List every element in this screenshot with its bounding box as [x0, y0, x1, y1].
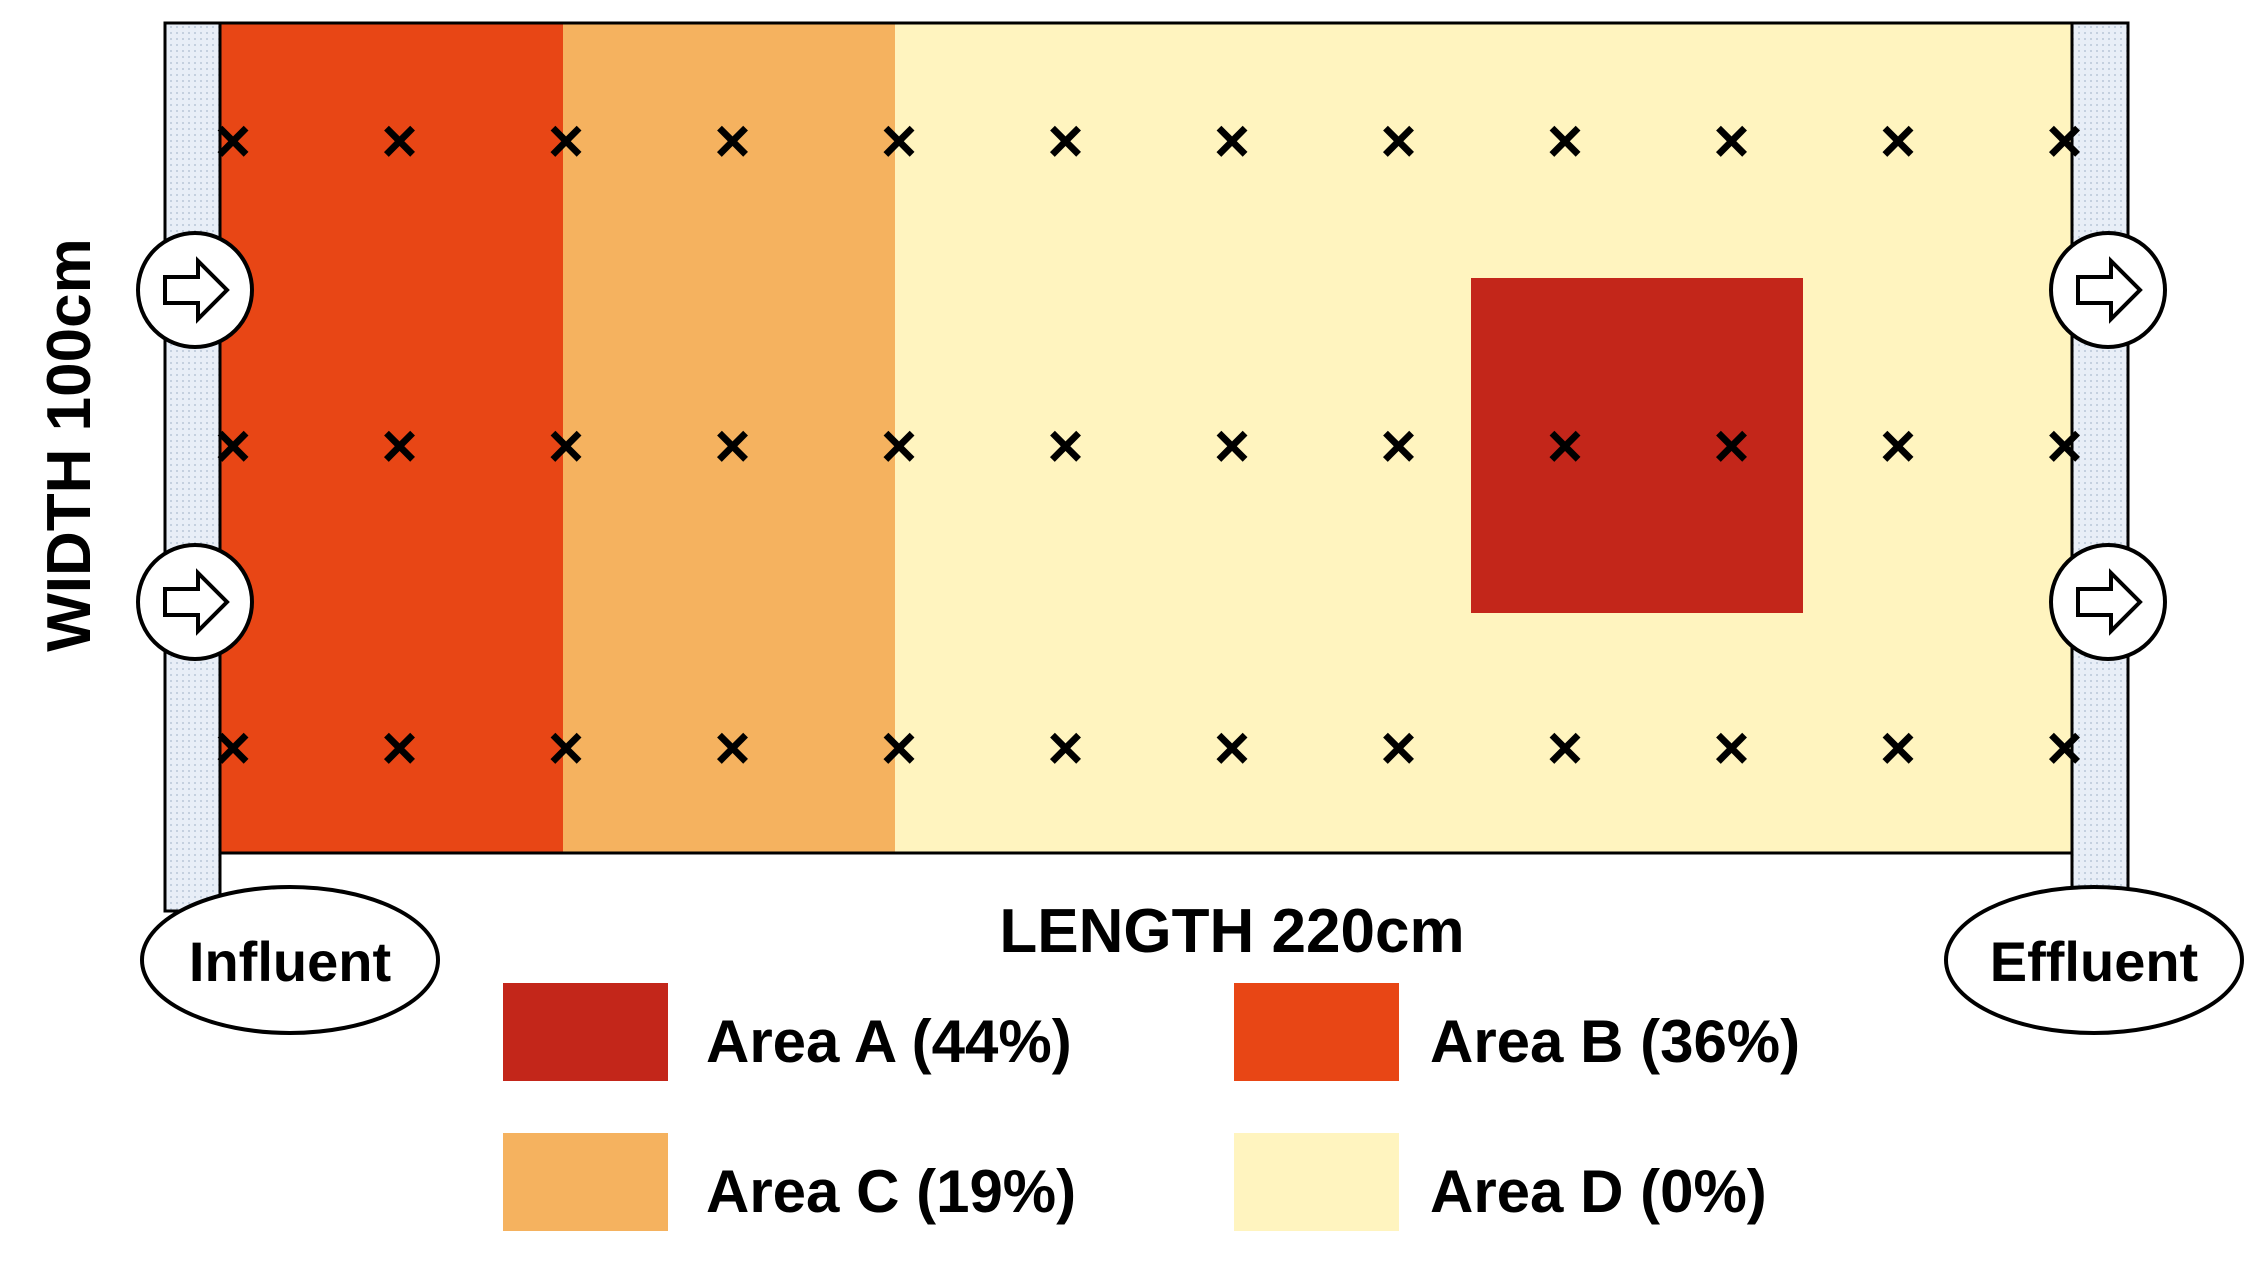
sampling-point-marker: ×	[714, 107, 750, 176]
inlet-arrow-bottom	[136, 543, 254, 661]
sampling-point-marker: ×	[1713, 412, 1749, 481]
sampling-point-marker: ×	[215, 412, 251, 481]
sampling-point-marker: ×	[1380, 107, 1416, 176]
sampling-point-marker: ×	[1713, 714, 1749, 783]
sampling-point-marker: ×	[381, 107, 417, 176]
legend: Area A (44%) Area B (36%) Area C (19%) A…	[503, 983, 1800, 1231]
inlet-arrow-top	[136, 231, 254, 349]
legend-item-area-a: Area A (44%)	[503, 983, 1072, 1081]
legend-label-area-b: Area B (36%)	[1430, 1008, 1800, 1075]
sampling-point-marker: ×	[381, 714, 417, 783]
sampling-point-marker: ×	[1713, 107, 1749, 176]
sampling-point-marker: ×	[714, 714, 750, 783]
sampling-point-marker: ×	[881, 714, 917, 783]
legend-item-area-c: Area C (19%)	[503, 1133, 1076, 1231]
sampling-point-marker: ×	[2046, 714, 2082, 783]
legend-label-area-c: Area C (19%)	[706, 1158, 1076, 1225]
sampling-point-marker: ×	[1880, 714, 1916, 783]
sampling-point-marker: ×	[1547, 412, 1583, 481]
sampling-point-marker: ×	[1047, 107, 1083, 176]
sampling-point-marker: ×	[881, 107, 917, 176]
right-arrow-icon	[163, 256, 230, 324]
influent-ellipse	[140, 885, 440, 1035]
sampling-point-marker: ×	[1214, 714, 1250, 783]
legend-swatch-area-d	[1234, 1133, 1399, 1231]
sampling-point-marker: ×	[1214, 412, 1250, 481]
legend-item-area-d: Area D (0%)	[1234, 1133, 1767, 1231]
right-arrow-icon	[2076, 256, 2143, 324]
sampling-point-marker: ×	[1880, 412, 1916, 481]
legend-swatch-area-b	[1234, 983, 1399, 1081]
influent-label: Influent	[189, 930, 391, 993]
effluent-label: Effluent	[1990, 930, 2198, 993]
sampling-point-marker: ×	[1047, 714, 1083, 783]
sampling-points: × × × × × × × × × × × × × × × × × × × × × × × × × × × × × × × × × × × ×	[215, 107, 2083, 783]
influent-wall	[163, 21, 222, 913]
legend-item-area-b: Area B (36%)	[1234, 983, 1800, 1081]
area-c-zone	[563, 23, 895, 853]
legend-swatch-area-c	[503, 1133, 668, 1231]
sampling-point-marker: ×	[1880, 107, 1916, 176]
sampling-point-marker: ×	[1547, 714, 1583, 783]
sampling-point-marker: ×	[1047, 412, 1083, 481]
area-a-zone	[1471, 278, 1803, 613]
sampling-point-marker: ×	[1214, 107, 1250, 176]
sampling-point-marker: ×	[2046, 412, 2082, 481]
sampling-point-marker: ×	[1547, 107, 1583, 176]
sampling-point-marker: ×	[714, 412, 750, 481]
tank-zones	[220, 23, 2072, 853]
right-arrow-icon	[163, 568, 230, 636]
influent-tag: Influent	[140, 885, 440, 1035]
sampling-point-marker: ×	[2046, 107, 2082, 176]
length-label: LENGTH 220cm	[999, 897, 1464, 966]
sampling-point-marker: ×	[1380, 412, 1416, 481]
sampling-point-marker: ×	[548, 714, 584, 783]
legend-label-area-d: Area D (0%)	[1430, 1158, 1767, 1225]
sampling-point-marker: ×	[548, 107, 584, 176]
sampling-point-marker: ×	[215, 107, 251, 176]
area-b-zone	[220, 23, 563, 853]
effluent-ellipse	[1944, 885, 2244, 1035]
effluent-tag: Effluent	[1944, 885, 2244, 1035]
outlet-arrow-bottom	[2049, 543, 2167, 661]
sampling-point-marker: ×	[881, 412, 917, 481]
legend-label-area-a: Area A (44%)	[706, 1008, 1072, 1075]
right-arrow-icon	[2076, 568, 2143, 636]
sampling-point-marker: ×	[548, 412, 584, 481]
sampling-point-marker: ×	[1380, 714, 1416, 783]
outlet-arrow-top	[2049, 231, 2167, 349]
sampling-point-marker: ×	[215, 714, 251, 783]
flow-arrows	[136, 231, 2167, 661]
legend-swatch-area-a	[503, 983, 668, 1081]
sampling-point-marker: ×	[381, 412, 417, 481]
width-label: WIDTH 100cm	[35, 238, 104, 651]
